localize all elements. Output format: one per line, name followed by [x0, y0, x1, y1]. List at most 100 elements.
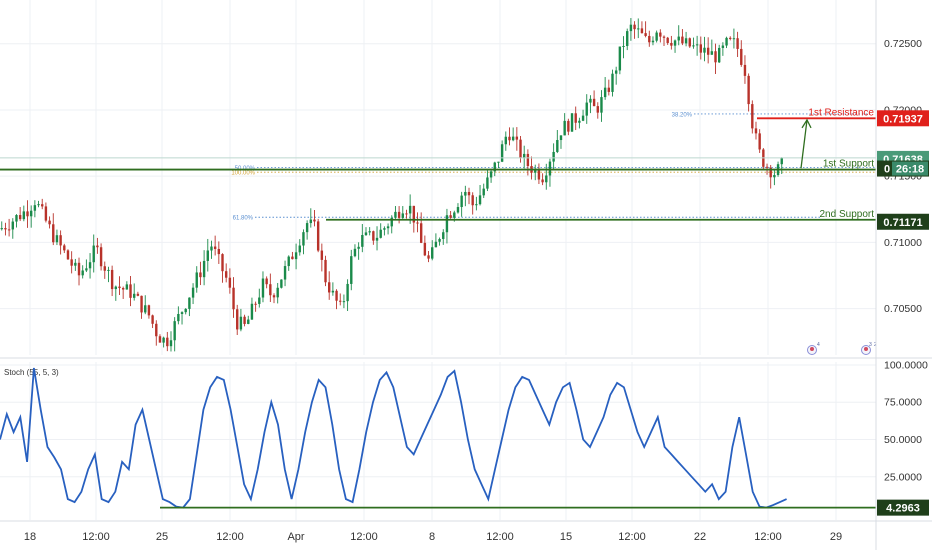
candle-body: [107, 269, 110, 271]
candle-body: [478, 195, 482, 205]
candle-body: [250, 303, 254, 320]
candle-body: [18, 215, 22, 220]
candle-body: [280, 279, 283, 288]
candle-body: [390, 217, 393, 227]
candle-body: [125, 284, 129, 290]
candle-body: [136, 293, 140, 296]
candle-body: [66, 250, 70, 260]
candle-body: [4, 228, 7, 230]
time-tick-label: 15: [560, 531, 572, 543]
candle-body: [412, 205, 416, 223]
candle-body: [210, 246, 213, 251]
candle-body: [578, 120, 581, 123]
candle-body: [52, 224, 55, 243]
candle-body: [721, 45, 725, 48]
candle-body: [372, 231, 375, 241]
candle-body: [570, 113, 574, 132]
candle-body: [596, 106, 599, 113]
candle-body: [92, 245, 95, 263]
candle-body: [673, 40, 677, 46]
candle-body: [59, 235, 62, 246]
candle-body: [486, 177, 489, 189]
candle-body: [129, 284, 132, 298]
price-panel[interactable]: 50.00%100.00%61.80%38.20% 1st Support2nd…: [0, 0, 929, 355]
candle-body: [368, 231, 371, 233]
price-tick-label: 0.72500: [884, 38, 922, 50]
fib-label: 38.20%: [672, 112, 693, 118]
time-tick-label: 12:00: [486, 531, 514, 543]
support-2-label: 2nd Support: [820, 209, 875, 220]
candle-body: [644, 33, 647, 36]
arrow-shaft: [800, 119, 808, 169]
stochastic-support-level: 4.2963: [160, 499, 929, 516]
candle-body: [453, 212, 456, 218]
candle-body: [717, 47, 721, 63]
candle-body: [397, 211, 401, 218]
candle-body: [324, 259, 327, 283]
candle-body: [460, 195, 463, 208]
candle-body: [714, 51, 717, 63]
candle-body: [202, 260, 206, 278]
support-1-label: 1st Support: [823, 159, 874, 170]
candle-body: [445, 215, 449, 233]
candle-body: [559, 135, 563, 141]
candle-body: [522, 153, 526, 159]
candle-body: [364, 232, 368, 236]
candle-body: [493, 162, 496, 172]
candle-body: [482, 188, 485, 196]
time-tick-label: 12:00: [82, 531, 110, 543]
candle-body: [655, 32, 658, 41]
candle-body: [74, 262, 77, 266]
candle-body: [162, 337, 165, 343]
time-tick-label: Apr: [287, 531, 304, 543]
candle-body: [589, 98, 592, 103]
candle-body: [331, 290, 335, 293]
stochastic-panel[interactable]: Stoch (55, 5, 3) 4.2963 100.0000 75.0000 5…: [0, 359, 929, 520]
candle-body: [63, 245, 66, 251]
candle-body: [243, 316, 246, 324]
candle-body: [118, 286, 121, 289]
candle-body: [85, 268, 88, 271]
candle-body: [519, 139, 522, 159]
candle-body: [353, 248, 357, 257]
projection-arrow: [800, 118, 812, 169]
candle-body: [169, 340, 173, 347]
candle-body: [515, 136, 519, 140]
candle-body: [298, 245, 301, 253]
candle-body: [258, 297, 261, 304]
candle-body: [7, 229, 11, 231]
resistance-1-price: 0.71937: [883, 113, 923, 125]
time-tick-label: 12:00: [216, 531, 244, 543]
time-tick-label: 12:00: [350, 531, 378, 543]
candle-body: [556, 140, 559, 152]
candle-body: [383, 228, 386, 230]
countdown-bg: [892, 161, 928, 176]
candle-body: [500, 144, 504, 162]
time-tick-label: 25: [156, 531, 168, 543]
candle-body: [511, 136, 515, 141]
candle-body: [302, 232, 305, 246]
candle-body: [339, 300, 342, 302]
candle-body: [449, 215, 452, 218]
candle-body: [773, 175, 776, 178]
candle-body: [0, 228, 3, 230]
candle-body: [681, 36, 684, 44]
candle-body: [55, 235, 59, 243]
candle-body: [26, 211, 29, 217]
candle-body: [614, 70, 618, 74]
candle-body: [434, 241, 438, 248]
arrow-head: [801, 118, 812, 129]
candle-body: [699, 44, 702, 53]
candle-body: [195, 272, 198, 288]
candle-body: [81, 270, 84, 276]
time-tick-label: 12:00: [754, 531, 782, 543]
candle-body: [342, 301, 346, 303]
candle-body: [166, 337, 169, 347]
candle-body: [603, 87, 607, 98]
candle-body: [526, 153, 530, 167]
candle-body: [44, 206, 48, 221]
candle-body: [534, 168, 537, 173]
candle-body: [144, 305, 147, 313]
candle-body: [688, 38, 691, 47]
candle-body: [394, 211, 397, 218]
